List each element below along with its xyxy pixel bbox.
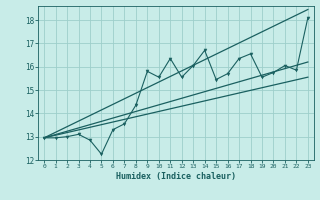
- X-axis label: Humidex (Indice chaleur): Humidex (Indice chaleur): [116, 172, 236, 181]
